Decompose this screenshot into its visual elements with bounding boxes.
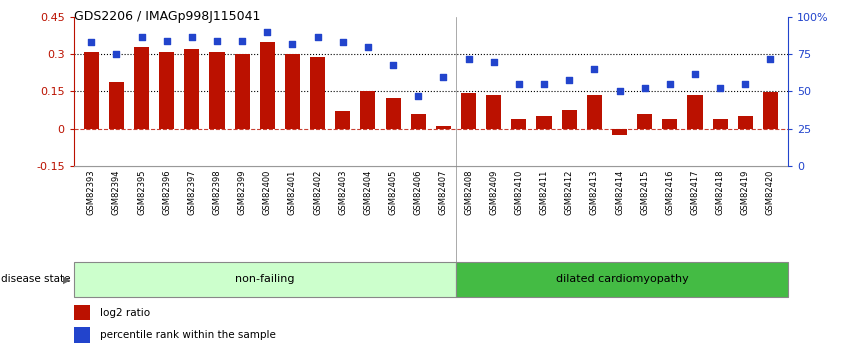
Text: GSM82411: GSM82411	[540, 169, 548, 215]
Point	[487, 59, 501, 65]
Bar	[486, 95, 501, 128]
Point	[714, 86, 727, 91]
Text: percentile rank within the sample: percentile rank within the sample	[100, 330, 276, 340]
Bar	[612, 128, 627, 135]
Bar	[738, 116, 753, 128]
Text: GSM82417: GSM82417	[690, 169, 700, 215]
Text: GSM82402: GSM82402	[313, 169, 322, 215]
Point	[185, 34, 199, 39]
Bar	[461, 93, 476, 128]
Bar	[587, 95, 602, 128]
Point	[236, 38, 249, 44]
Text: GSM82409: GSM82409	[489, 169, 498, 215]
Bar	[260, 42, 275, 128]
Point	[261, 29, 275, 35]
Point	[311, 34, 325, 39]
Point	[286, 41, 300, 47]
Text: GSM82397: GSM82397	[187, 169, 197, 215]
Text: non-failing: non-failing	[236, 275, 294, 284]
Bar	[436, 126, 451, 128]
Text: ▶: ▶	[63, 275, 71, 284]
Point	[386, 62, 400, 68]
Text: GSM82405: GSM82405	[389, 169, 397, 215]
Text: GSM82412: GSM82412	[565, 169, 573, 215]
Point	[537, 81, 551, 87]
Bar	[763, 92, 778, 128]
Point	[612, 89, 626, 94]
Text: log2 ratio: log2 ratio	[100, 308, 151, 318]
Bar	[688, 95, 702, 128]
Point	[134, 34, 148, 39]
Point	[109, 51, 123, 57]
Point	[764, 56, 778, 61]
Point	[637, 86, 651, 91]
Point	[436, 74, 450, 79]
Text: GSM82398: GSM82398	[212, 169, 222, 215]
Point	[411, 93, 425, 99]
Point	[336, 40, 350, 45]
Point	[84, 40, 98, 45]
Text: GSM82415: GSM82415	[640, 169, 650, 215]
Bar	[285, 54, 300, 128]
Text: GSM82413: GSM82413	[590, 169, 599, 215]
Bar	[537, 116, 552, 128]
Text: GSM82400: GSM82400	[262, 169, 272, 215]
Point	[361, 44, 375, 50]
Text: GSM82396: GSM82396	[162, 169, 171, 215]
Text: GSM82408: GSM82408	[464, 169, 473, 215]
Bar	[210, 52, 224, 128]
Text: GSM82393: GSM82393	[87, 169, 96, 215]
Bar	[74, 305, 90, 320]
Bar	[109, 81, 124, 128]
Bar	[562, 110, 577, 128]
Bar	[184, 49, 199, 128]
Bar	[456, 262, 788, 297]
Text: GSM82399: GSM82399	[237, 169, 247, 215]
Point	[739, 81, 753, 87]
Text: GSM82404: GSM82404	[364, 169, 372, 215]
Point	[210, 38, 224, 44]
Bar	[74, 262, 456, 297]
Text: GSM82419: GSM82419	[740, 169, 750, 215]
Text: GSM82395: GSM82395	[137, 169, 146, 215]
Bar	[74, 327, 90, 343]
Bar	[385, 98, 401, 128]
Text: GSM82403: GSM82403	[339, 169, 347, 215]
Text: GSM82394: GSM82394	[112, 169, 121, 215]
Text: dilated cardiomyopathy: dilated cardiomyopathy	[556, 275, 688, 284]
Text: GSM82406: GSM82406	[414, 169, 423, 215]
Point	[662, 81, 676, 87]
Text: GSM82414: GSM82414	[615, 169, 624, 215]
Bar	[637, 114, 652, 128]
Point	[462, 56, 475, 61]
Bar	[713, 119, 727, 128]
Text: GSM82416: GSM82416	[665, 169, 675, 215]
Point	[159, 38, 173, 44]
Text: GSM82410: GSM82410	[514, 169, 523, 215]
Bar	[134, 47, 149, 128]
Text: disease state: disease state	[1, 275, 70, 284]
Bar	[310, 57, 325, 128]
Text: GSM82420: GSM82420	[766, 169, 775, 215]
Text: GDS2206 / IMAGp998J115041: GDS2206 / IMAGp998J115041	[74, 10, 260, 23]
Bar	[662, 119, 677, 128]
Bar	[84, 52, 99, 128]
Text: GSM82401: GSM82401	[288, 169, 297, 215]
Bar	[360, 91, 376, 128]
Text: GSM82418: GSM82418	[715, 169, 725, 215]
Bar	[159, 52, 174, 128]
Bar	[410, 114, 426, 128]
Point	[562, 77, 576, 82]
Text: GSM82407: GSM82407	[439, 169, 448, 215]
Point	[512, 81, 526, 87]
Bar	[235, 54, 249, 128]
Point	[587, 66, 601, 72]
Bar	[335, 111, 351, 128]
Bar	[511, 119, 527, 128]
Point	[688, 71, 702, 76]
